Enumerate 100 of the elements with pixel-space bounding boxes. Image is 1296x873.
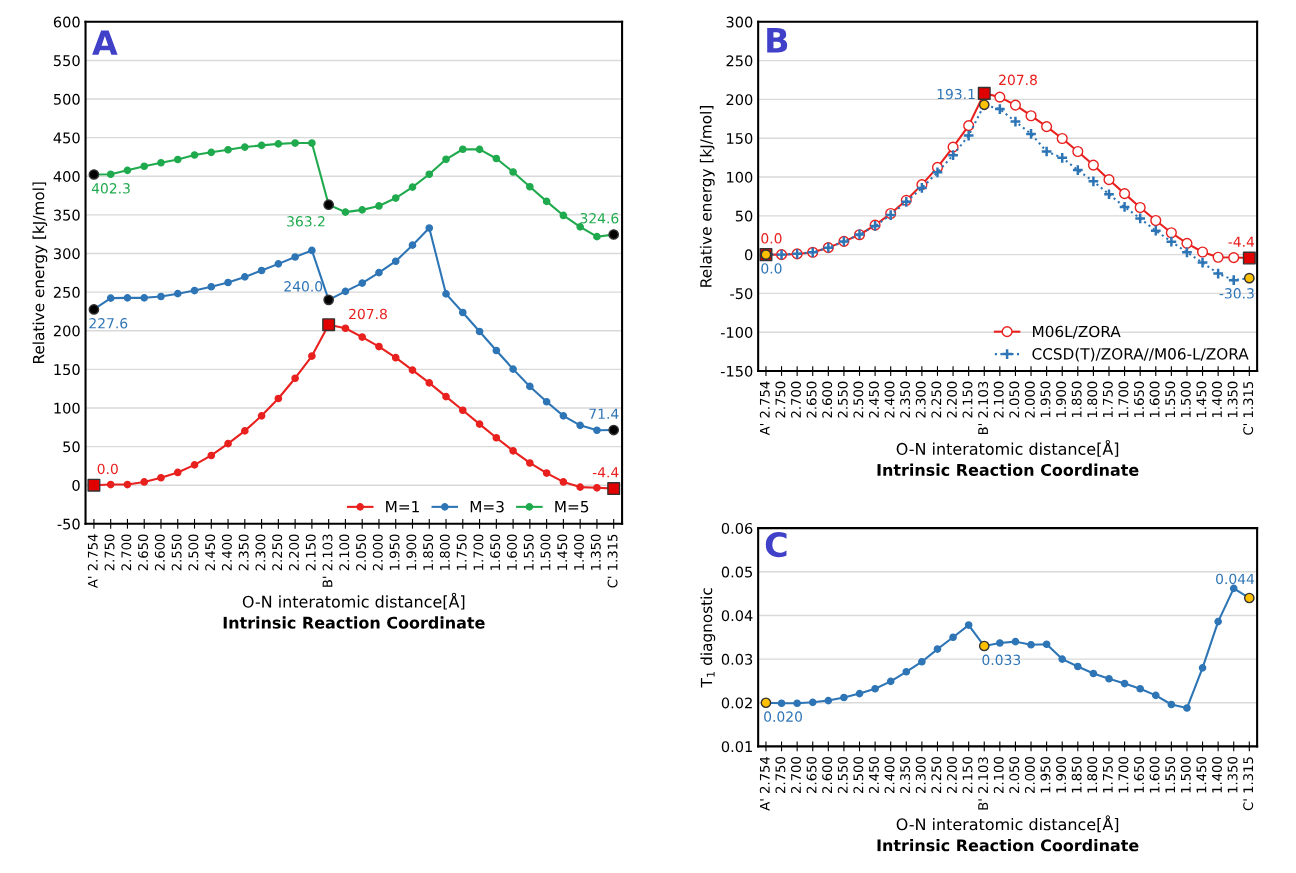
x-tick-label: 1.950 [389, 534, 400, 570]
data-label: 0.0 [761, 263, 782, 274]
x-tick-label: 1.400 [1211, 757, 1222, 793]
y-tick-label: 450 [53, 132, 80, 144]
x-tick-label: 1.900 [1056, 757, 1067, 793]
x-tick-label: 2.300 [255, 534, 266, 571]
legend-label: M=3 [470, 500, 504, 513]
x-tick-label: 2.750 [775, 757, 786, 793]
y-tick-label: 0 [72, 479, 80, 491]
x-tick-label: 1.450 [1196, 381, 1207, 418]
data-label: 193.1 [937, 88, 975, 100]
x-tick-label: 1.400 [1211, 381, 1222, 418]
y-tick-label: 250 [53, 286, 80, 298]
x-tick-label: 2.650 [138, 534, 149, 571]
data-label: 207.8 [349, 308, 387, 320]
x-tick-label: 2.500 [188, 534, 199, 571]
x-tick-label: 2.150 [305, 534, 316, 571]
x-tick-label: 2.050 [356, 534, 367, 571]
x-tick-label: 2.150 [962, 757, 973, 793]
x-tick-label: 1.850 [1071, 381, 1082, 418]
x-tick-label: 2.000 [1024, 757, 1035, 793]
x-tick-label: 1.600 [506, 534, 517, 570]
y-tick-label: 0.02 [721, 697, 752, 709]
x-tick-label: 2.550 [837, 757, 848, 793]
data-label: 71.4 [589, 408, 619, 419]
chart-title: A [92, 30, 118, 55]
x-tick-label: 2.700 [121, 534, 132, 571]
x-tick-label: 2.600 [822, 381, 833, 418]
x-tick-label: 2.050 [1009, 757, 1020, 793]
data-label: -4.4 [1228, 236, 1255, 247]
x-tick-label: 2.400 [884, 757, 895, 793]
x-tick-label: 2.450 [868, 757, 879, 793]
x-tick-label: 2.000 [372, 534, 383, 571]
x-tick-label: 1.350 [1227, 381, 1238, 418]
x-tick-label: 2.350 [900, 757, 911, 793]
x-tick-label: B' 2.103 [978, 381, 989, 435]
x-tick-label: 2.550 [837, 381, 848, 418]
chart-title: C [765, 532, 787, 558]
data-label: 324.6 [580, 212, 619, 224]
x-tick-label: A' 2.754 [759, 756, 770, 811]
chart-title: B [767, 28, 788, 53]
x-tick-label: 1.350 [590, 534, 601, 570]
x-tick-label: 1.950 [1040, 381, 1051, 418]
data-label: 0.0 [97, 463, 118, 475]
y-tick-label: 300 [726, 16, 753, 28]
x-tick-label: 2.700 [790, 381, 801, 418]
x-tick-label: 1.650 [490, 534, 501, 570]
x-tick-label: 1.900 [406, 534, 417, 570]
x-tick-label: 2.550 [171, 534, 182, 571]
x-tick-label: 1.550 [1165, 757, 1176, 793]
x-tick-label: 1.700 [1118, 757, 1129, 793]
x-tick-label: 1.450 [557, 534, 568, 570]
y-tick-label: 150 [54, 364, 80, 376]
x-tick-label: 2.100 [993, 381, 1004, 418]
x-tick-label: 2.400 [884, 381, 895, 418]
x-tick-label: 1.500 [1180, 381, 1191, 418]
y-axis-title: Relative energy [kJ/mol] [32, 182, 48, 364]
y-tick-label: 100 [727, 171, 753, 183]
x-tick-label: C' 1.315 [1243, 381, 1254, 435]
x-tick-label: 2.100 [993, 757, 1004, 793]
x-tick-label: 1.700 [1118, 381, 1129, 418]
x-tick-label: 1.550 [523, 534, 534, 570]
data-label: 207.8 [999, 74, 1037, 86]
x-tick-label: 2.650 [806, 381, 817, 418]
y-tick-label: 500 [53, 93, 80, 105]
x-tick-label: 2.450 [868, 381, 879, 418]
x-tick-label: 2.250 [931, 381, 942, 418]
x-tick-label: B' 2.103 [322, 534, 333, 587]
y-tick-label: -50 [57, 518, 80, 530]
y-tick-label: 50 [63, 441, 80, 453]
x-tick-label: 2.650 [806, 757, 817, 793]
x-tick-label: 2.400 [221, 534, 232, 571]
x-axis-title: O-N interatomic distance[Å] [242, 592, 465, 610]
data-label: 363.2 [287, 216, 325, 227]
y-tick-label: 50 [735, 210, 753, 222]
x-tick-label: 2.300 [915, 381, 926, 418]
y-tick-label: 600 [53, 16, 80, 28]
x-tick-label: 1.600 [1149, 757, 1160, 793]
y-tick-label: 0.06 [721, 522, 753, 534]
text: Intrinsic Reaction Coordinate [877, 463, 1139, 476]
x-tick-label: 2.750 [775, 381, 786, 418]
data-label: 0.033 [982, 654, 1021, 666]
x-tick-label: 1.850 [1071, 757, 1082, 793]
x-tick-label: 1.800 [1087, 381, 1098, 418]
x-tick-label: 1.750 [456, 534, 467, 570]
x-tick-label: 1.750 [1102, 381, 1113, 418]
y-tick-label: 100 [54, 402, 80, 414]
x-tick-label: 1.800 [439, 534, 450, 570]
x-tick-label: 2.500 [853, 757, 864, 793]
legend-label: M=5 [555, 501, 589, 513]
data-label: 0.044 [1216, 573, 1255, 585]
legend-label: M=1 [386, 501, 419, 513]
x-tick-label: 2.200 [946, 757, 957, 793]
x-tick-label: 2.450 [205, 534, 216, 571]
y-tick-label: 0 [744, 249, 753, 261]
x-tick-label: 2.600 [154, 534, 165, 571]
y-tick-label: 150 [727, 132, 753, 144]
x-tick-label: B' 2.103 [978, 757, 989, 810]
x-tick-label: 1.500 [1180, 757, 1191, 793]
data-label: -30.3 [1219, 288, 1254, 299]
